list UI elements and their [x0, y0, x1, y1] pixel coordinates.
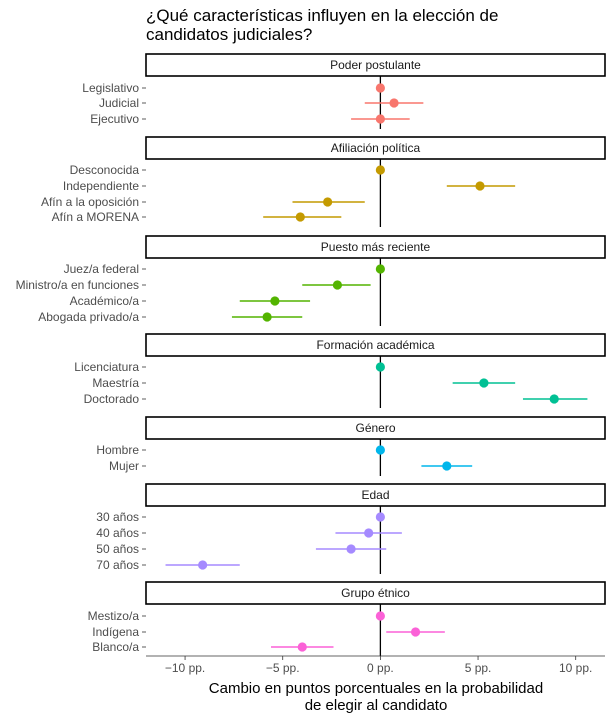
point-estimate: [375, 445, 385, 455]
x-tick-label: 5 pp.: [465, 661, 492, 675]
category-label: Juez/a federal: [64, 262, 139, 276]
panel: Afiliación política Desconocida Independie…: [41, 136, 606, 227]
panel-strip: [145, 333, 606, 357]
panel-strip: [145, 581, 606, 605]
category-label: Ejecutivo: [90, 112, 139, 126]
category-label: 30 años: [96, 510, 139, 524]
panel-strip-label: Poder postulante: [330, 58, 421, 72]
point-estimate: [375, 114, 385, 124]
point-estimate: [410, 627, 421, 637]
category-label: Desconocida: [70, 163, 140, 177]
category-label: Mestizo/a: [88, 609, 140, 623]
category-label: Indígena: [92, 625, 139, 639]
point-estimate: [297, 642, 307, 652]
x-axis-ticks: −10 pp. −5 pp. 0 pp. 5 pp. 10 pp.: [165, 656, 592, 675]
panel-strip-label: Formación académica: [316, 338, 434, 352]
category-label: 70 años: [96, 558, 139, 572]
panel-strip-label: Afiliación política: [331, 141, 421, 155]
point-estimate: [389, 98, 399, 108]
point-estimate: [549, 394, 559, 404]
x-tick-label: −10 pp.: [165, 661, 205, 675]
x-axis-title-line-1: Cambio en puntos porcentuales en la prob…: [209, 680, 543, 697]
category-label: Legislativo: [82, 81, 139, 95]
category-label: Académico/a: [70, 294, 140, 308]
panel: Edad 30 años 40 años 50 años 70 años: [96, 483, 606, 574]
point-estimate: [375, 611, 385, 621]
point-estimate: [375, 264, 385, 274]
point-estimate: [375, 512, 385, 522]
category-label: Afín a MORENA: [52, 210, 139, 224]
point-estimate: [375, 83, 385, 93]
point-estimate: [475, 181, 485, 191]
category-label: Ministro/a en funciones: [16, 278, 139, 292]
panel-strip: [145, 136, 606, 160]
point-estimate: [270, 296, 280, 306]
panel-strip: [145, 53, 606, 77]
point-estimate: [442, 461, 452, 471]
point-estimate: [262, 312, 272, 322]
panel-strip: [145, 235, 606, 259]
panel-strip: [145, 483, 606, 507]
x-tick-label: 10 pp.: [559, 661, 592, 675]
x-tick-label: −5 pp.: [266, 661, 300, 675]
panel-strip-label: Grupo étnico: [341, 586, 410, 600]
point-estimate: [346, 544, 356, 554]
category-label: Afín a la oposición: [41, 195, 139, 209]
category-label: Mujer: [109, 459, 139, 473]
category-label: Abogada privado/a: [38, 310, 139, 324]
panel: Formación académica Licenciatura Maestría D…: [74, 333, 606, 408]
chart-title-line-2: candidatos judiciales?: [146, 25, 312, 44]
point-estimate: [295, 212, 305, 222]
panel-strip-label: Puesto más reciente: [321, 240, 431, 254]
point-estimate: [375, 165, 385, 175]
panel-strip-label: Edad: [361, 488, 389, 502]
point-estimate: [332, 280, 343, 290]
panel-strip: [145, 416, 606, 440]
category-label: 50 años: [96, 542, 139, 556]
category-label: Hombre: [96, 443, 139, 457]
panel: Género Hombre Mujer: [96, 416, 606, 476]
category-label: Licenciatura: [74, 360, 139, 374]
point-estimate: [364, 528, 374, 538]
category-label: Doctorado: [84, 392, 140, 406]
category-label: Blanco/a: [92, 640, 139, 654]
point-estimate: [479, 378, 489, 388]
panel: Puesto más reciente Juez/a federal Ministr…: [16, 235, 606, 326]
x-axis-title-line-2: de elegir al candidato: [305, 697, 448, 713]
category-label: Maestría: [92, 376, 139, 390]
point-estimate: [198, 560, 208, 570]
panel-strip-label: Género: [355, 421, 395, 435]
point-estimate: [323, 197, 333, 207]
category-label: Independiente: [63, 179, 139, 193]
point-estimate: [375, 362, 385, 372]
chart-title-line-1: ¿Qué características influyen en la elec…: [146, 6, 498, 25]
x-tick-label: 0 pp.: [367, 661, 394, 675]
category-label: Judicial: [99, 96, 139, 110]
category-label: 40 años: [96, 526, 139, 540]
